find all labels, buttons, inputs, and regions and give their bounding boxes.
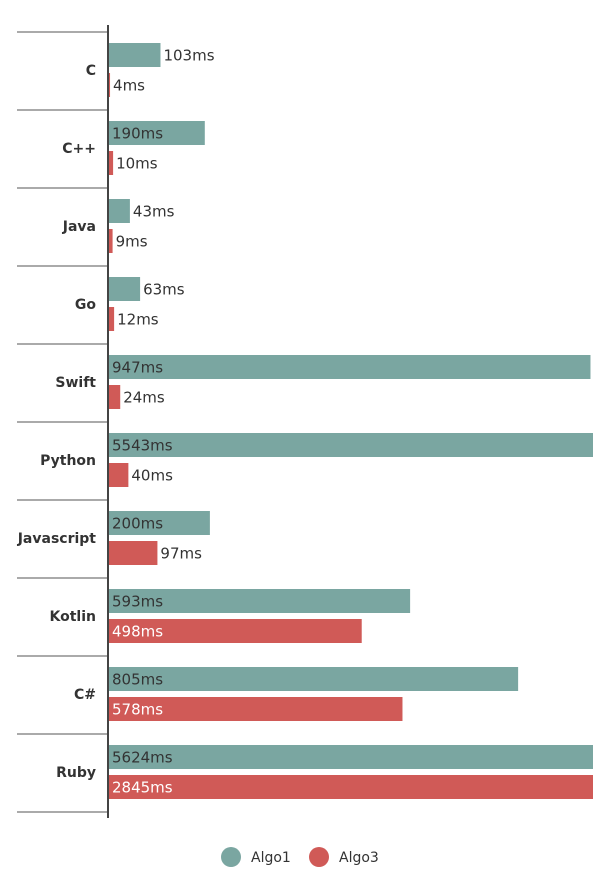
value-label: 10ms — [116, 155, 158, 173]
value-label: 24ms — [123, 389, 165, 407]
bar — [108, 697, 403, 721]
bar — [108, 589, 411, 613]
bar — [108, 385, 121, 409]
bar — [108, 121, 205, 145]
legend-label: Algo3 — [339, 850, 379, 866]
value-label: 12ms — [117, 311, 159, 329]
value-label: 190ms — [112, 125, 163, 143]
value-label: 578ms — [112, 701, 163, 719]
value-label: 593ms — [112, 593, 163, 611]
bar — [108, 463, 129, 487]
category-label: Ruby — [56, 765, 96, 781]
bar — [108, 355, 591, 379]
category-label: Swift — [55, 375, 96, 391]
bar — [108, 43, 161, 67]
value-label: 5624ms — [112, 749, 173, 767]
bar — [108, 745, 593, 769]
value-label: 498ms — [112, 623, 163, 641]
category-label: Python — [40, 453, 96, 469]
legend-marker — [221, 847, 241, 867]
bar — [108, 619, 362, 643]
value-label: 43ms — [133, 203, 175, 221]
category-label: Java — [62, 219, 96, 235]
value-label: 5543ms — [112, 437, 173, 455]
category-label: Javascript — [17, 531, 97, 547]
value-label: 103ms — [163, 47, 214, 65]
value-label: 947ms — [112, 359, 163, 377]
value-label: 4ms — [113, 77, 145, 95]
value-label: 40ms — [131, 467, 173, 485]
bar — [108, 775, 593, 799]
value-label: 63ms — [143, 281, 185, 299]
bar — [108, 199, 130, 223]
category-label: Go — [75, 297, 96, 313]
category-label: Kotlin — [50, 609, 96, 625]
bar — [108, 277, 141, 301]
bar — [108, 541, 158, 565]
legend-label: Algo1 — [251, 850, 291, 866]
value-label: 97ms — [160, 545, 202, 563]
value-label: 2845ms — [112, 779, 173, 797]
bar — [108, 307, 115, 331]
bar — [108, 511, 210, 535]
bar — [108, 151, 114, 175]
value-label: 200ms — [112, 515, 163, 533]
bar — [108, 229, 113, 253]
category-label: C# — [74, 687, 96, 703]
bar — [108, 667, 519, 691]
category-label: C — [86, 63, 96, 79]
bar — [108, 433, 593, 457]
value-label: 9ms — [116, 233, 148, 251]
bar — [108, 73, 111, 97]
legend-marker — [309, 847, 329, 867]
value-label: 805ms — [112, 671, 163, 689]
category-label: C++ — [62, 141, 96, 157]
plot-area — [108, 43, 593, 799]
